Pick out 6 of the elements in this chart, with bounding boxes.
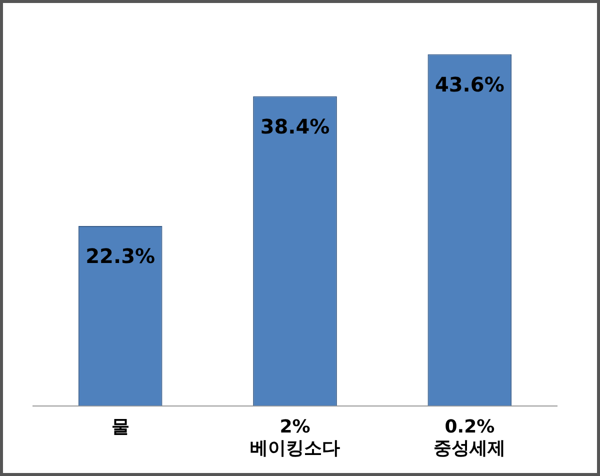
x-tick-label: 물 — [111, 416, 130, 438]
x-tick-label: 2% 베이킹소다 — [250, 416, 340, 459]
x-tick-label: 0.2% 중성세제 — [434, 416, 506, 459]
data-label: 38.4% — [260, 114, 330, 138]
data-label: 22.3% — [86, 244, 156, 268]
data-label: 43.6% — [434, 72, 504, 96]
